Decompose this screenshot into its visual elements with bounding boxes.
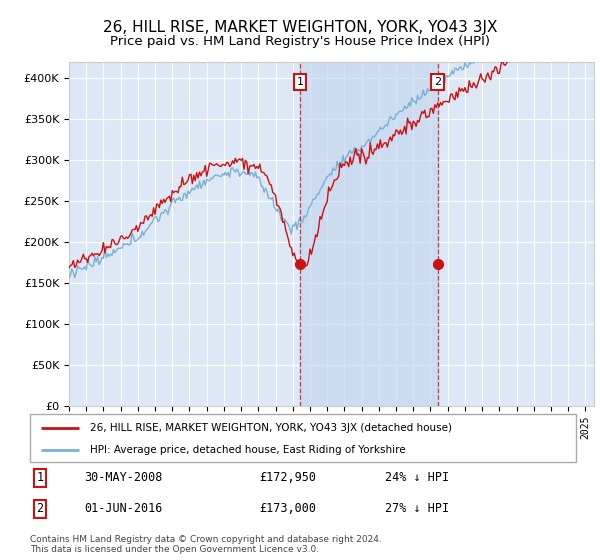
Text: 2: 2 xyxy=(36,502,43,515)
Text: 1: 1 xyxy=(36,471,43,484)
Text: 26, HILL RISE, MARKET WEIGHTON, YORK, YO43 3JX (detached house): 26, HILL RISE, MARKET WEIGHTON, YORK, YO… xyxy=(90,423,452,433)
Bar xyxy=(300,62,438,406)
Text: HPI: Average price, detached house, East Riding of Yorkshire: HPI: Average price, detached house, East… xyxy=(90,445,406,455)
Text: 24% ↓ HPI: 24% ↓ HPI xyxy=(385,471,449,484)
Text: 2: 2 xyxy=(434,77,441,87)
Text: 26, HILL RISE, MARKET WEIGHTON, YORK, YO43 3JX: 26, HILL RISE, MARKET WEIGHTON, YORK, YO… xyxy=(103,20,497,35)
Text: 1: 1 xyxy=(296,77,304,87)
Text: Price paid vs. HM Land Registry's House Price Index (HPI): Price paid vs. HM Land Registry's House … xyxy=(110,35,490,48)
Text: 30-MAY-2008: 30-MAY-2008 xyxy=(85,471,163,484)
Text: £173,000: £173,000 xyxy=(259,502,316,515)
Text: Contains HM Land Registry data © Crown copyright and database right 2024.
This d: Contains HM Land Registry data © Crown c… xyxy=(30,535,382,554)
Text: 27% ↓ HPI: 27% ↓ HPI xyxy=(385,502,449,515)
Text: 01-JUN-2016: 01-JUN-2016 xyxy=(85,502,163,515)
Text: £172,950: £172,950 xyxy=(259,471,316,484)
FancyBboxPatch shape xyxy=(30,414,576,462)
